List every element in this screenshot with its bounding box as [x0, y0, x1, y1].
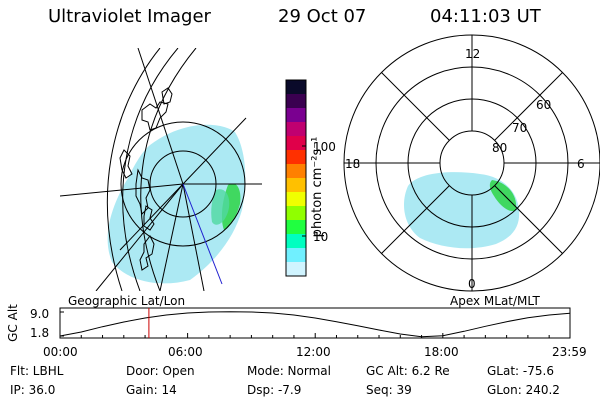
- altitude-curve: [59, 311, 571, 338]
- mlat-label-70: 70: [512, 121, 528, 135]
- altitude-xtick-1800: 18:00: [424, 345, 459, 359]
- status-glon: GLon: 240.2: [487, 383, 560, 397]
- colorbar-tick-10: 10: [313, 230, 329, 244]
- geo-meridians: [60, 48, 262, 291]
- colorbar-stripe: [286, 94, 306, 109]
- instrument-title: Ultraviolet Imager: [48, 6, 211, 27]
- altitude-xtick-0000: 00:00: [43, 345, 78, 359]
- status-door: Door: Open: [126, 364, 195, 378]
- geographic-map: [60, 48, 262, 291]
- altitude-xtick-0600: 06:00: [168, 345, 203, 359]
- status-gc-alt: GC Alt: 6.2 Re: [366, 364, 450, 378]
- colorbar-stripe: [286, 108, 306, 123]
- geo-emission-region: [107, 124, 246, 284]
- status-dsp: Dsp: -7.9: [247, 383, 302, 397]
- colorbar-stripe: [286, 164, 306, 179]
- altitude-ylabel: GC Alt: [6, 304, 20, 342]
- colorbar-stripe: [286, 122, 306, 137]
- polar-spokes: [344, 35, 600, 291]
- date-label: 29 Oct 07: [278, 6, 367, 27]
- geo-panel-label: Geographic Lat/Lon: [68, 294, 186, 308]
- colorbar-stripe: [286, 234, 306, 249]
- colorbar-stripe: [286, 220, 306, 235]
- altitude-plot: [59, 307, 571, 339]
- colorbar-tick-100: 100: [313, 140, 336, 154]
- geo-emission-mid: [211, 189, 230, 225]
- mlt-label-12: 12: [465, 47, 481, 61]
- colorbar-stripe: [286, 192, 306, 207]
- geo-coastlines: [119, 87, 173, 271]
- mlt-label-6: 6: [577, 157, 585, 171]
- mlat-label-80: 80: [492, 141, 508, 155]
- colorbar-unit-label: photon cm⁻²s⁻¹: [310, 136, 325, 238]
- colorbar-stripe: [286, 248, 306, 263]
- status-ip: IP: 36.0: [10, 383, 56, 397]
- colorbar-stripe: [286, 262, 306, 277]
- altitude-xtick-2359: 23:59: [552, 345, 587, 359]
- geo-sun-direction-line: [182, 183, 223, 285]
- time-label: 04:11:03 UT: [430, 6, 541, 27]
- status-seq: Seq: 39: [366, 383, 412, 397]
- altitude-ytick-9: 9.0: [30, 307, 50, 321]
- colorbar-stripe: [286, 150, 306, 165]
- polar-panel-label: Apex MLat/MLT: [450, 294, 540, 308]
- polar-emission-region: [404, 172, 520, 249]
- mlat-label-60: 60: [536, 98, 552, 112]
- colorbar-stripe: [286, 206, 306, 221]
- colorbar-stripe: [286, 136, 306, 151]
- altitude-ytick-1-8: 1.8: [30, 326, 50, 340]
- status-filter: Flt: LBHL: [10, 364, 64, 378]
- colorbar-stripe: [286, 80, 306, 95]
- colorbar-stripe: [286, 178, 306, 193]
- status-mode: Mode: Normal: [247, 364, 331, 378]
- status-glat: GLat: -75.6: [487, 364, 554, 378]
- colorbar: [285, 79, 307, 277]
- mlt-label-18: 18: [345, 157, 361, 171]
- mlt-label-0: 0: [468, 277, 476, 291]
- status-gain: Gain: 14: [126, 383, 177, 397]
- polar-map: [343, 34, 600, 292]
- altitude-xtick-1200: 12:00: [296, 345, 331, 359]
